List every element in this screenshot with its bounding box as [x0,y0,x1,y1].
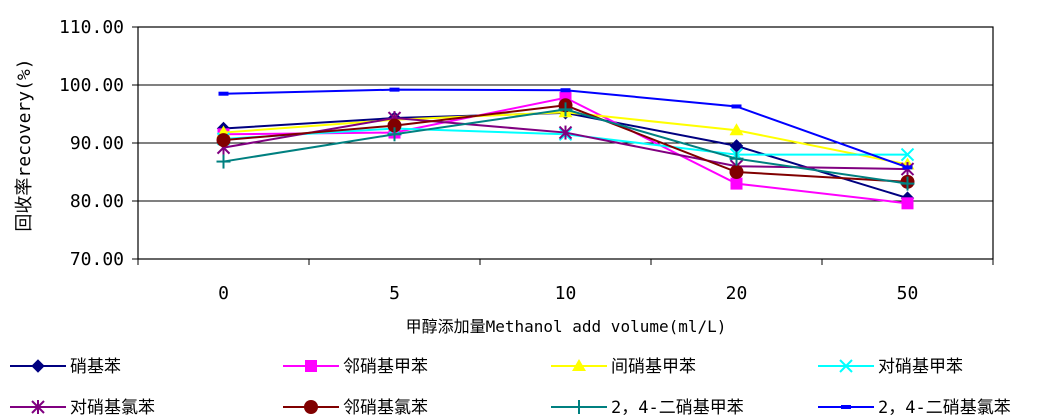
legend-swatch-marker [31,359,45,373]
x-marker-stroke [900,147,915,162]
data-point [387,118,402,133]
legend-swatch-marker [305,360,317,372]
data-point [900,147,915,162]
dash-marker [902,165,913,170]
y-tick-label: 90.00 [70,133,124,154]
legend-swatch-marker [304,400,318,414]
data-point [218,91,229,96]
legend-label: 邻硝基甲苯 [343,357,428,377]
legend-swatch-marker [572,359,586,371]
data-point [731,104,742,109]
circle-marker [387,118,402,133]
y-tick-label: 110.00 [59,17,124,38]
x-tick-label: 20 [726,283,748,304]
legend-item: 硝基苯 [10,357,121,377]
plot-area-group: 70.00 80.00 90.00 100.00 110.00 0 5 10 20 50 [59,17,994,304]
y-tick-label: 80.00 [70,191,124,212]
legend-swatch-marker [841,405,851,409]
x-axis-label: 甲醇添加量Methanol add volume(ml/L) [406,317,727,336]
dash-marker [731,104,742,109]
y-tick-label: 100.00 [59,75,124,96]
circle-marker [729,165,744,179]
legend-label: 邻硝基氯苯 [343,398,428,417]
legend-label: 间硝基甲苯 [611,357,696,377]
diamond-marker [31,359,45,373]
triangle-marker [572,359,586,371]
dash-marker [389,87,400,92]
series-8 [218,87,913,170]
square-marker [305,360,317,372]
y-tick-label: 70.00 [70,249,124,270]
data-point [729,123,744,136]
legend-swatch-marker [839,359,853,373]
data-point [560,88,571,93]
legend-label: 硝基苯 [70,357,121,377]
triangle-marker [729,123,744,136]
data-point [900,176,915,191]
legend-item: 对硝基甲苯 [818,357,963,377]
data-point [729,165,744,179]
x-tick-label: 5 [389,283,400,304]
data-point [389,87,400,92]
data-point [901,197,914,210]
series-5 [216,111,915,177]
x-tick-label: 10 [555,283,577,304]
legend-item: 对硝基氯苯 [10,398,155,417]
x-tick-label: 0 [218,283,229,304]
legend-label: 对硝基氯苯 [70,398,155,417]
data-point [387,127,402,142]
dash-marker [218,91,229,96]
dash-marker [841,405,851,409]
y-axis-label: 回收率recovery(%) [14,58,35,231]
legend-item: 间硝基甲苯 [551,357,696,377]
legend-swatch-marker [572,400,586,414]
x-marker-stroke [839,359,853,373]
series-line [223,108,908,185]
square-marker [730,177,743,190]
dash-marker [560,88,571,93]
data-point [216,133,231,148]
square-marker [901,197,914,210]
data-point [216,154,231,169]
data-point [902,165,913,170]
data-point [729,151,744,166]
legend-label: 2，4-二硝基氯苯 [878,398,1011,417]
legend-item: 2，4-二硝基氯苯 [818,398,1011,417]
legend-item: 2，4-二硝基甲苯 [551,398,744,417]
data-point [558,102,573,117]
legend-item: 邻硝基甲苯 [283,357,428,377]
legend-item: 邻硝基氯苯 [283,398,428,417]
legend-label: 2，4-二硝基甲苯 [611,398,744,417]
legend-swatch-marker [31,400,45,414]
legend-label: 对硝基甲苯 [878,357,963,377]
circle-marker [304,400,318,414]
data-point [730,177,743,190]
series-7 [216,102,915,191]
x-tick-label: 50 [897,283,919,304]
circle-marker [216,133,231,148]
data-point [558,125,573,140]
